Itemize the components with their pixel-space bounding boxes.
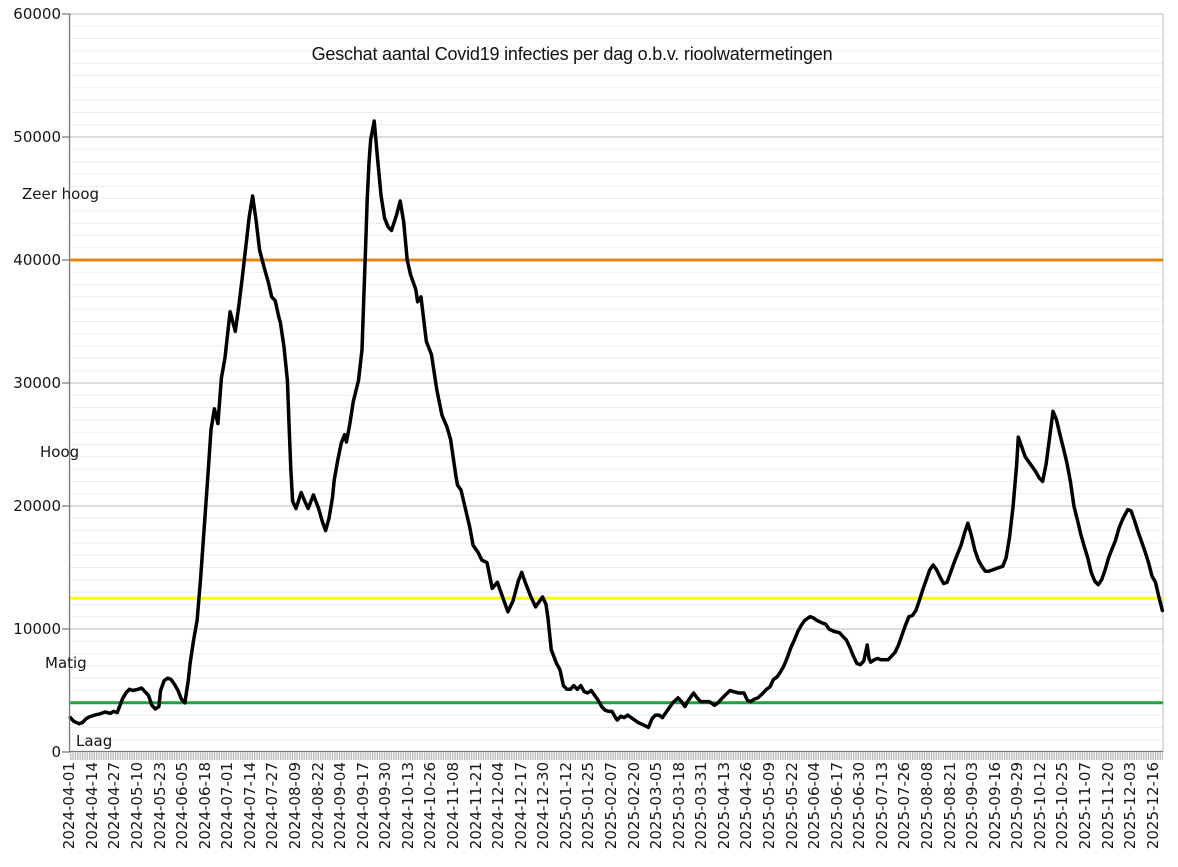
infections-series-line [68,119,1165,730]
x-tick-label: 2024-11-08 [444,762,463,850]
x-tick-label: 2024-07-27 [263,762,282,850]
x-tick-label: 2024-04-01 [60,762,79,850]
x-tick-label: 2024-09-04 [331,762,350,850]
y-tick-label: 20000 [13,497,61,515]
x-tick-label: 2025-07-13 [872,762,891,850]
y-tick-label: 40000 [13,251,61,269]
daily-tick-band [69,752,1163,760]
x-tick-label: 2025-09-16 [985,762,1004,850]
x-tick-label: 2025-04-13 [714,762,733,850]
x-tick-label: 2025-06-04 [805,762,824,850]
x-tick-label: 2025-06-30 [850,762,869,850]
minor-gridlines [70,25,1163,741]
x-tick-label: 2025-06-17 [827,762,846,850]
x-tick-label: 2024-08-22 [308,762,327,850]
x-tick-label: 2025-09-29 [1008,762,1027,850]
x-tick-label: 2025-05-09 [760,762,779,850]
x-tick-label: 2025-01-25 [579,762,598,850]
x-tick-label: 2025-08-21 [940,762,959,850]
x-tick-label: 2025-05-22 [782,762,801,850]
x-tick-label: 2024-12-17 [511,762,530,850]
x-tick-label: 2025-12-03 [1121,762,1140,850]
x-tick-label: 2024-05-10 [128,762,147,850]
x-tick-label: 2025-07-26 [895,762,914,850]
zone-label-laag: Laag [76,731,113,750]
x-tick-label: 2024-12-04 [489,762,508,850]
x-tick-label: 2025-11-20 [1098,762,1117,850]
x-tick-label: 2024-07-14 [240,762,259,850]
y-tick-label: 0 [51,743,61,761]
x-tick-label: 2025-10-25 [1053,762,1072,850]
x-tick-label: 2025-10-12 [1030,762,1049,850]
x-tick-label: 2025-04-26 [737,762,756,850]
x-tick-label: 2024-11-21 [466,762,485,850]
x-tick-label: 2024-07-01 [218,762,237,850]
x-tick-label: 2024-04-27 [105,762,124,850]
chart-title: Geschat aantal Covid19 infecties per dag… [311,44,833,64]
x-tick-label: 2024-08-09 [286,762,305,850]
x-tick-label: 2025-02-20 [624,762,643,850]
x-tick-label: 2024-10-26 [421,762,440,850]
x-tick-label: 2025-02-07 [602,762,621,850]
x-tick-label: 2025-03-31 [692,762,711,850]
x-tick-label: 2025-03-05 [647,762,666,850]
y-tick-label: 60000 [13,5,61,23]
x-tick-label: 2025-12-16 [1143,762,1162,850]
x-tick-label: 2025-03-18 [669,762,688,850]
x-tick-label: 2024-04-14 [82,762,101,850]
x-tick-label: 2025-11-07 [1076,762,1094,850]
x-tick-label: 2024-06-05 [173,762,192,850]
x-tick-label: 2024-05-23 [150,762,169,850]
x-tick-label: 2025-09-03 [963,762,982,850]
y-tick-label: 10000 [13,620,61,638]
x-tick-label: 2024-09-30 [376,762,395,850]
x-tick-label: 2025-08-08 [918,762,936,850]
x-tick-label: 2024-09-17 [353,762,372,850]
zone-label-hoog: Hoog [40,442,80,461]
x-tick-label: 2024-12-30 [534,762,553,850]
x-tick-label: 2025-01-12 [556,762,575,850]
x-tick-label: 2024-06-18 [195,762,214,850]
zone-label-matig: Matig [45,654,87,673]
zone-label-zeer-hoog: Zeer hoog [22,184,100,203]
y-tick-label: 30000 [13,374,61,392]
x-tick-label: 2024-10-13 [398,762,417,850]
y-tick-label: 50000 [13,128,61,146]
y-axis-ticks [62,13,71,753]
